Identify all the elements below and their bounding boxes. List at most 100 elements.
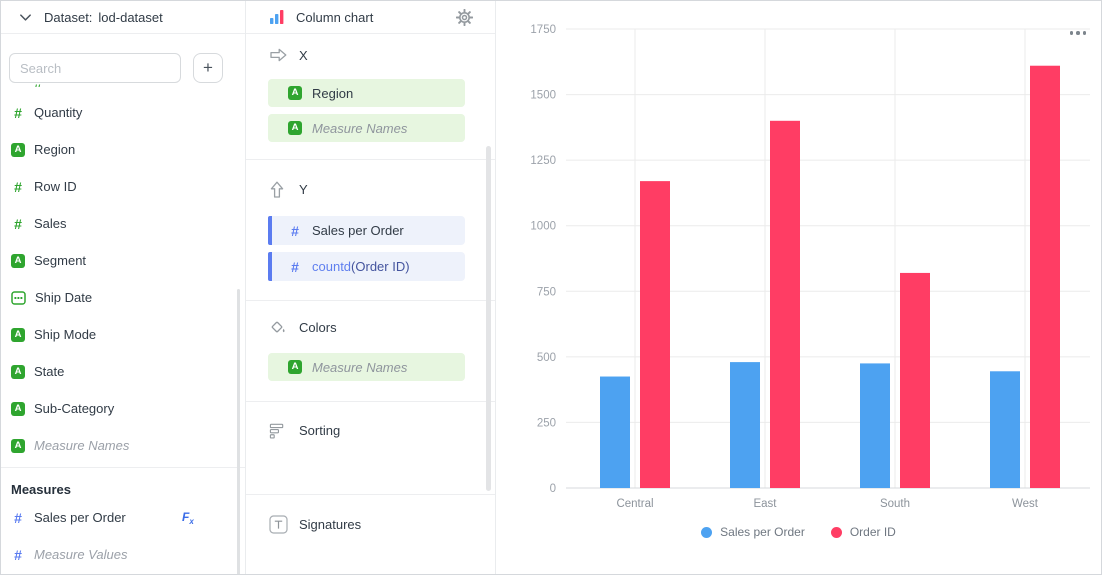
field-item-segment[interactable]: A Segment xyxy=(1,242,245,279)
add-field-button[interactable]: + xyxy=(193,53,223,83)
field-label: Measure Values xyxy=(34,547,128,562)
y-tick-label: 1500 xyxy=(530,90,556,102)
placed-field-measure-names[interactable]: A Measure Names xyxy=(268,353,465,381)
bar-sales-per-order-south[interactable] xyxy=(860,363,890,488)
string-field-icon: A xyxy=(11,401,25,416)
placed-field-countd-order-id-[interactable]: # countd(Order ID) xyxy=(268,252,465,281)
field-label: Row ID xyxy=(34,179,77,194)
y-axis-arrow-icon xyxy=(269,180,288,199)
pill-accent xyxy=(268,252,272,281)
clipped-field-icon: # xyxy=(30,81,46,87)
number-field-icon: # xyxy=(14,546,22,563)
bar-order-id-south[interactable] xyxy=(900,272,930,488)
field-item-sub-category[interactable]: A Sub-Category xyxy=(1,390,245,427)
chart-type-header: Column chart xyxy=(246,1,495,34)
bar-sales-per-order-west[interactable] xyxy=(990,371,1020,488)
y-tick-label: 500 xyxy=(537,352,556,364)
pill-label: Measure Names xyxy=(312,120,408,136)
field-item-sales-per-order[interactable]: # Sales per Order Fx xyxy=(1,499,245,536)
measures-section-header: Measures xyxy=(11,482,71,497)
chart-menu-icon[interactable] xyxy=(1068,29,1089,37)
string-field-icon: A xyxy=(288,360,302,374)
field-item-region[interactable]: A Region xyxy=(1,131,245,168)
number-field-icon: # xyxy=(291,222,299,239)
legend-item-sales-per-order[interactable]: Sales per Order xyxy=(701,525,805,539)
number-field-icon: # xyxy=(14,104,22,121)
x-section-label: X xyxy=(299,47,308,63)
string-field-icon: A xyxy=(11,253,25,268)
x-category-label: West xyxy=(1012,498,1039,510)
string-field-icon: A xyxy=(11,327,25,342)
bar-order-id-west[interactable] xyxy=(1030,65,1060,488)
divider xyxy=(246,401,495,402)
formula-argument: (Order ID) xyxy=(351,259,410,274)
bar-sales-per-order-east[interactable] xyxy=(730,362,760,488)
divider xyxy=(246,300,495,301)
field-item-measure-values[interactable]: # Measure Values xyxy=(1,536,245,573)
date-field-icon xyxy=(11,290,26,305)
pill-accent xyxy=(268,216,272,245)
sorting-section-label: Sorting xyxy=(299,422,341,438)
field-label: Region xyxy=(34,142,76,157)
search-input[interactable] xyxy=(9,53,181,83)
bar-order-id-central[interactable] xyxy=(640,181,670,488)
field-item-state[interactable]: A State xyxy=(1,353,245,390)
string-field-icon: A xyxy=(288,121,302,135)
pill-label: Region xyxy=(312,85,354,101)
placed-field-measure-names[interactable]: A Measure Names xyxy=(268,114,465,142)
formula-function-name: countd xyxy=(312,259,352,274)
signatures-section: Signatures xyxy=(246,495,495,537)
left-panel-scrollbar[interactable] xyxy=(237,289,240,574)
field-item-ship-date[interactable]: Ship Date xyxy=(1,279,245,316)
field-item-row-id[interactable]: # Row ID xyxy=(1,168,245,205)
field-item-sales[interactable]: # Sales xyxy=(1,205,245,242)
field-item-measure-names[interactable]: A Measure Names xyxy=(1,427,245,464)
pill-label: countd(Order ID) xyxy=(312,259,410,274)
field-label: Sub-Category xyxy=(34,401,115,416)
string-field-icon: A xyxy=(288,86,302,100)
config-panel-scrollbar[interactable] xyxy=(486,146,491,491)
field-label: State xyxy=(34,364,65,379)
divider xyxy=(1,467,245,468)
colors-section: Colors A Measure Names xyxy=(246,301,495,381)
string-field-icon: A xyxy=(11,364,25,379)
field-item-ship-mode[interactable]: A Ship Mode xyxy=(1,316,245,353)
legend-dot xyxy=(830,526,842,538)
y-tick-label: 1750 xyxy=(530,24,556,36)
paint-bucket-icon xyxy=(269,319,288,336)
field-label: Sales per Order xyxy=(34,510,126,525)
legend-item-order-id[interactable]: Order ID xyxy=(830,525,896,539)
chart-type-title: Column chart xyxy=(296,9,374,25)
field-item-quantity[interactable]: # Quantity xyxy=(1,94,245,131)
sorting-icon xyxy=(269,422,288,439)
placed-field-sales-per-order[interactable]: # Sales per Order xyxy=(268,216,465,245)
field-label: Ship Date xyxy=(35,290,93,305)
field-label: Sales xyxy=(34,216,67,231)
chart-area: 0 250 500 750 1000 1250 1500 1750 Central East Sou… xyxy=(496,1,1101,574)
gear-icon[interactable] xyxy=(456,8,473,26)
chevron-down-icon[interactable] xyxy=(18,10,33,25)
legend-label: Sales per Order xyxy=(720,525,805,539)
string-field-icon: A xyxy=(11,438,25,453)
formula-icon: Fx xyxy=(182,509,194,526)
x-category-label: South xyxy=(880,498,910,510)
y-tick-label: 1000 xyxy=(530,221,556,233)
y-tick-label: 1250 xyxy=(530,155,556,167)
bar-sales-per-order-central[interactable] xyxy=(600,376,630,488)
number-field-icon: # xyxy=(14,509,22,526)
y-tick-label: 250 xyxy=(537,417,556,429)
colors-section-label: Colors xyxy=(299,319,337,335)
x-category-label: Central xyxy=(616,498,653,510)
field-label: Quantity xyxy=(34,105,83,120)
column-chart-icon[interactable] xyxy=(269,9,285,25)
chart-config-panel: Column chart xyxy=(246,1,496,574)
placed-field-region[interactable]: A Region xyxy=(268,79,465,107)
signatures-section-label: Signatures xyxy=(299,516,362,532)
y-section: Y # Sales per Order # countd(Order ID) xyxy=(246,160,495,281)
x-section: X A Region A Measure Names xyxy=(246,34,495,142)
bar-order-id-east[interactable] xyxy=(770,120,800,489)
dataset-name-link[interactable]: lod-dataset xyxy=(98,9,163,25)
pill-label: Measure Names xyxy=(312,359,408,375)
number-field-icon: # xyxy=(291,258,299,275)
x-category-label: East xyxy=(753,498,777,510)
